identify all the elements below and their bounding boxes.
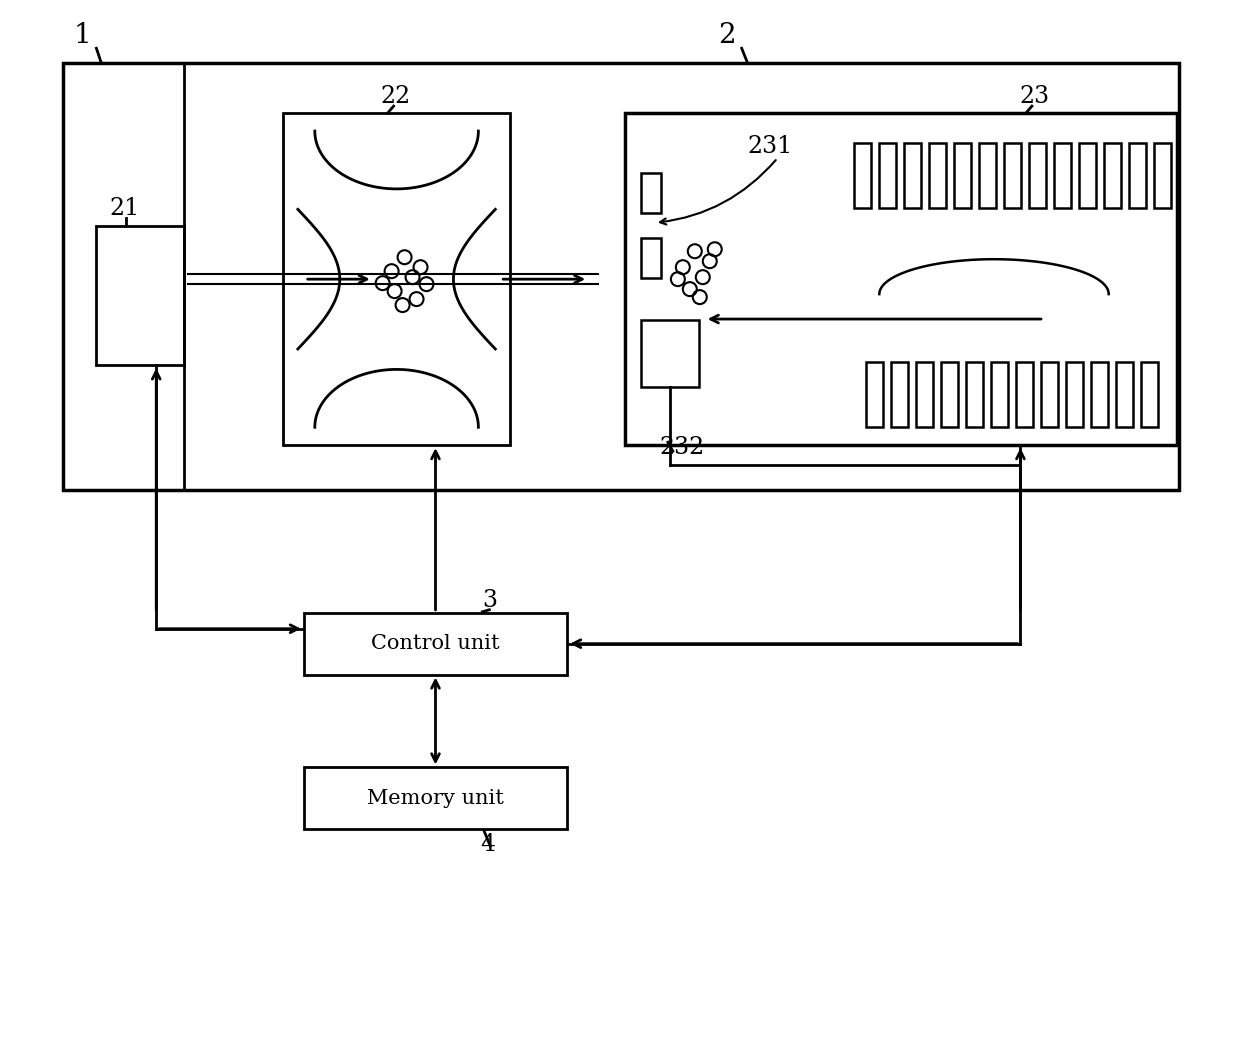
Text: 4: 4 (480, 833, 496, 856)
Bar (1054, 143, 1071, 208)
Text: Control unit: Control unit (371, 634, 500, 653)
Bar (941, 363, 959, 427)
Bar (854, 143, 872, 208)
Bar (904, 143, 921, 208)
Bar (1040, 363, 1058, 427)
Bar (1091, 363, 1107, 427)
Bar (1104, 143, 1121, 208)
Bar (991, 363, 1008, 427)
Bar (879, 143, 897, 208)
Bar (1116, 363, 1132, 427)
Bar (283, 114, 511, 445)
Bar (1029, 143, 1045, 208)
Text: 21: 21 (109, 197, 140, 220)
Bar (1153, 143, 1171, 208)
Text: 3: 3 (482, 589, 497, 612)
Bar (1004, 143, 1021, 208)
Text: Memory unit: Memory unit (367, 789, 503, 808)
Bar (1128, 143, 1146, 208)
Bar (63, 63, 1178, 490)
Text: 231: 231 (748, 135, 792, 158)
Bar (641, 173, 661, 213)
Bar (892, 363, 908, 427)
Text: 2: 2 (718, 22, 735, 49)
Bar (929, 143, 946, 208)
Bar (980, 143, 996, 208)
Bar (966, 363, 983, 427)
Bar (641, 238, 661, 278)
Bar (867, 363, 883, 427)
Bar (304, 612, 567, 674)
Bar (304, 767, 567, 829)
Bar (97, 226, 185, 365)
Bar (954, 143, 971, 208)
Text: 23: 23 (1019, 85, 1049, 108)
Bar (1079, 143, 1096, 208)
Text: 1: 1 (73, 22, 92, 49)
Text: 232: 232 (660, 437, 706, 459)
Bar (916, 363, 934, 427)
Bar (1016, 363, 1033, 427)
Bar (1066, 363, 1083, 427)
Text: 22: 22 (381, 85, 410, 108)
Bar (625, 114, 1177, 445)
Bar (641, 320, 699, 387)
Bar (1141, 363, 1158, 427)
